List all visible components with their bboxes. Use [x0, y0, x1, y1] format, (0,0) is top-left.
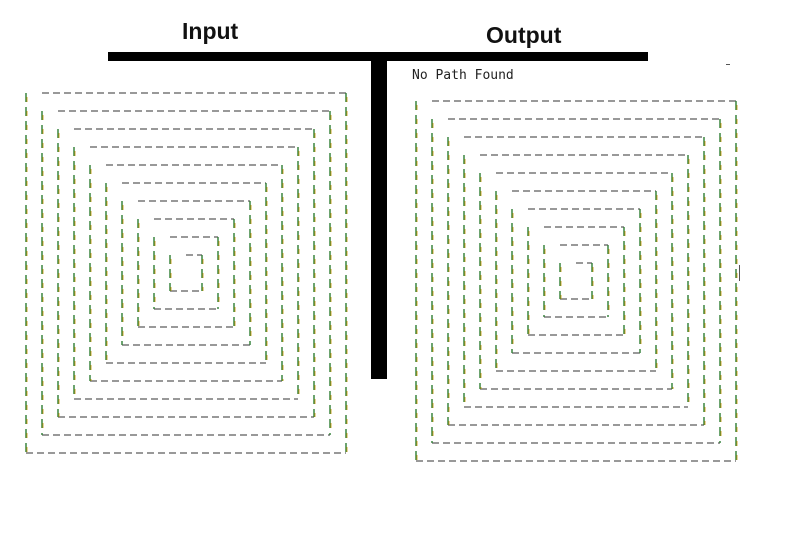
vertical-divider — [371, 58, 387, 379]
text-cursor — [739, 265, 740, 281]
stray-mark — [726, 64, 730, 65]
horizontal-divider — [108, 52, 648, 61]
output-title: Output — [486, 22, 562, 48]
input-title: Input — [182, 18, 239, 44]
status-message: No Path Found — [412, 68, 514, 83]
